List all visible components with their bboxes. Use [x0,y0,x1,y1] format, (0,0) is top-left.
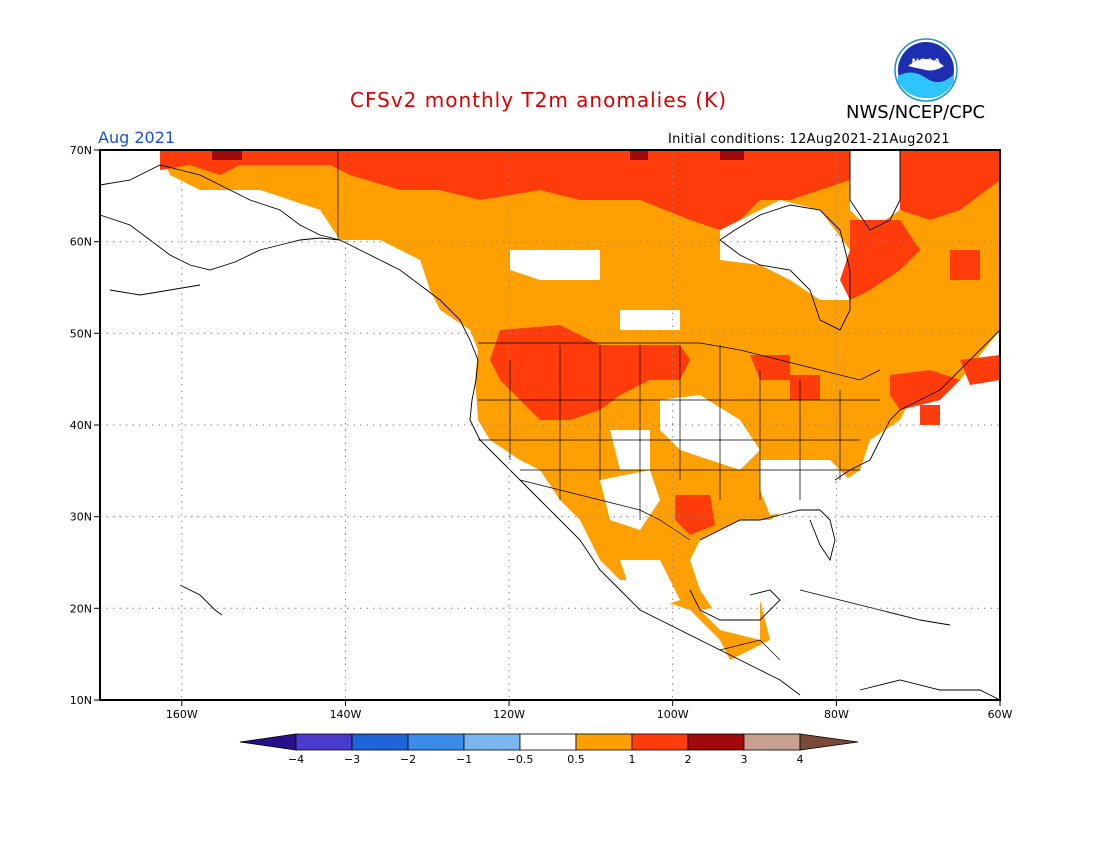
colorbar-swatch-2 [351,733,409,751]
anomaly-neutral-nw [100,180,478,700]
initial-conditions-label: Initial conditions: 12Aug2021-21Aug2021 [668,132,950,147]
colorbar-label-4: −1 [456,753,472,766]
lon-label-100w: 100W [657,708,689,721]
anomaly-region-2-3-baffin [720,150,744,160]
anomaly-region-1-2-arctic [160,150,720,230]
colorbar-labels: −4 −3 −2 −1 −0.5 0.5 1 2 3 4 [288,753,804,766]
anomaly-region-1-2-labrador [840,220,920,300]
anomaly-region-1-2-northeast-arctic [720,150,850,230]
lat-label-20: 20N [70,602,92,615]
colorbar-swatch-9 [743,733,801,751]
colorbar-arrow-low [239,733,297,751]
colorbar-swatch-5 [519,733,577,751]
tick-marks [94,149,1001,706]
lat-label-70: 70N [70,144,92,157]
colorbar [239,733,859,751]
anomaly-neutral-canada [510,250,600,280]
political-borders [337,150,881,661]
anomaly-neutral-hudson [720,200,850,300]
lat-label-50: 50N [70,327,92,340]
colorbar-label-1: −4 [288,753,304,766]
colorbar-label-10: 4 [797,753,804,766]
anomaly-region-1-2-maritimes [960,355,1000,385]
colorbar-swatch-1 [295,733,353,751]
month-label: Aug 2021 [98,128,176,147]
graticule [100,150,1000,700]
colorbar-label-9: 3 [741,753,748,766]
anomaly-region-1-2-new-england [890,370,960,410]
anomaly-region-1-2-michigan [790,375,820,400]
organization-label: NWS/NCEP/CPC [846,102,986,123]
colorbar-arrow-high [799,733,859,751]
colorbar-label-5: −0.5 [507,753,534,766]
lat-label-30: 30N [70,511,92,524]
anomaly-neutral-mexico [620,560,680,610]
map-title: CFSv2 monthly T2m anomalies (K) [350,88,727,112]
colorbar-label-6: 0.5 [567,753,585,766]
colorbar-swatch-3 [407,733,465,751]
lon-label-60w: 60W [988,708,1013,721]
lat-label-60: 60N [70,236,92,249]
latitude-labels: 70N 60N 50N 40N 30N 20N 10N [70,144,92,707]
lon-label-120w: 120W [493,708,525,721]
logo-text: NOAA [912,58,941,68]
noaa-logo-icon: NOAA [894,38,958,102]
anomaly-region-1-2-greenland [900,150,1000,220]
colorbar-label-8: 2 [685,753,692,766]
lon-label-80w: 80W [824,708,849,721]
anomaly-neutral-southeast [760,460,850,515]
anomaly-region-1-2-quebec [950,250,980,280]
colorbar-swatch-4 [463,733,521,751]
lon-label-160w: 160W [166,708,198,721]
colorbar-label-3: −2 [400,753,416,766]
longitude-labels: 160W 140W 120W 100W 80W 60W [166,708,1013,721]
anomaly-neutral-southwest [600,470,660,530]
anomaly-region-1-2-nova-scotia [920,405,940,425]
anomaly-region-2-3-arctic [630,150,648,160]
colorbar-swatch-6 [575,733,633,751]
anomaly-neutral-plains [660,395,760,470]
coastlines [99,150,1001,701]
lon-label-140w: 140W [330,708,362,721]
colorbar-label-7: 1 [629,753,636,766]
colorbar-swatch-8 [687,733,745,751]
anomaly-neutral-prairies [620,310,680,330]
lat-label-40: 40N [70,419,92,432]
anomaly-neutral-greenland [850,150,900,230]
anomaly-region-1-2-texas [675,495,715,535]
colorbar-swatch-7 [631,733,689,751]
lat-label-10: 10N [70,694,92,707]
colorbar-label-2: −3 [344,753,360,766]
anomaly-region-2-3-alaska [212,150,242,160]
